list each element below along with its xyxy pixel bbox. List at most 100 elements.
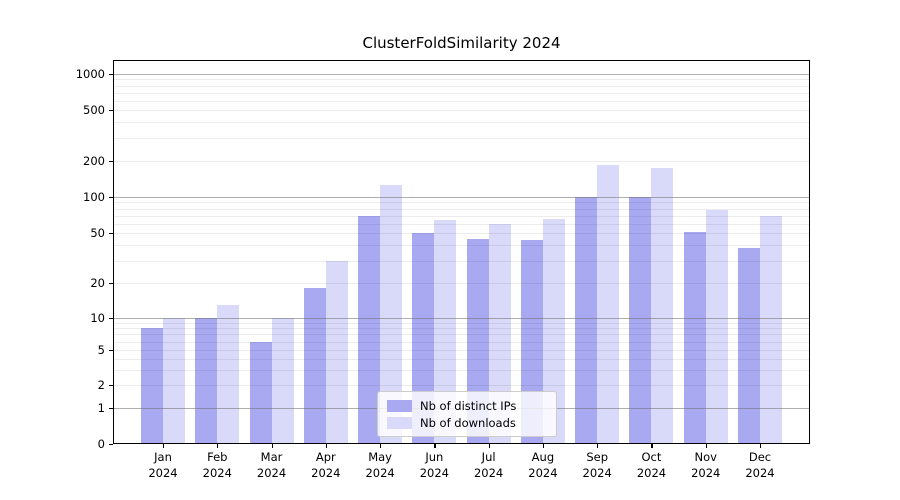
bar-downloads-jun [434, 220, 457, 443]
ytick-label-100: 100 [83, 190, 105, 204]
bar-downloads-aug [542, 219, 565, 443]
xtick-label-nov: Nov 2024 [691, 450, 721, 480]
xtick-mark-may [380, 444, 382, 448]
legend-label-downloads: Nb of downloads [420, 415, 516, 430]
chart-title: ClusterFoldSimilarity 2024 [362, 34, 561, 52]
xtick-label-may: May 2024 [365, 450, 395, 480]
bar-downloads-may [380, 185, 403, 443]
ytick-mark-0 [109, 444, 113, 446]
gridline-minor-9 [114, 322, 809, 324]
gridline-minor-3 [114, 369, 809, 371]
ytick-label-200: 200 [83, 154, 105, 168]
legend-swatch-downloads [387, 416, 412, 429]
xtick-label-jan: Jan 2024 [148, 450, 178, 480]
ytick-mark-2 [109, 385, 113, 387]
gridline-minor-60 [114, 223, 809, 225]
bar-distinct-ips-mar [249, 341, 272, 443]
ytick-mark-20 [109, 283, 113, 285]
xtick-label-feb: Feb 2024 [202, 450, 232, 480]
bar-downloads-mar [271, 318, 294, 443]
gridline-minor-90 [114, 202, 809, 204]
ytick-mark-5 [109, 350, 113, 352]
legend-item-distinct-ips: Nb of distinct IPs [387, 399, 547, 413]
gridline-minor-7 [114, 334, 809, 336]
xtick-mark-aug [542, 444, 545, 448]
bar-downloads-jul [488, 223, 511, 443]
bar-distinct-ips-feb [195, 318, 218, 443]
bar-distinct-ips-apr [303, 288, 326, 443]
ytick-label-500: 500 [83, 103, 105, 117]
ytick-mark-1 [109, 408, 113, 410]
gridline-minor-4 [114, 358, 809, 360]
ytick-label-1: 1 [97, 401, 105, 415]
bar-distinct-ips-jun [412, 233, 435, 443]
gridline-minor-30 [114, 260, 809, 262]
gridline-minor-40 [114, 245, 809, 247]
gridline-major-100 [114, 197, 809, 198]
ytick-label-10: 10 [90, 311, 105, 325]
bar-downloads-dec [760, 215, 782, 443]
ytick-label-2: 2 [97, 378, 105, 392]
bar-downloads-apr [325, 260, 348, 443]
gridline-minor-700 [114, 92, 809, 94]
bar-distinct-ips-dec [738, 247, 760, 443]
xtick-label-jul: Jul 2024 [473, 450, 504, 480]
xtick-label-aug: Aug 2024 [528, 450, 558, 480]
xtick-mark-dec [760, 444, 762, 448]
gridline-minor-800 [114, 85, 809, 87]
gridline-minor-20 [114, 283, 809, 284]
ytick-mark-50 [109, 233, 113, 235]
xtick-label-mar: Mar 2024 [256, 450, 287, 480]
bar-distinct-ips-may [358, 215, 381, 443]
legend-item-downloads: Nb of downloads [387, 416, 547, 430]
xtick-mark-nov [705, 444, 707, 448]
ytick-label-20: 20 [90, 276, 105, 290]
bar-downloads-sep [597, 165, 620, 443]
gridline-minor-300 [114, 138, 809, 140]
gridline-minor-8 [114, 328, 809, 330]
legend-swatch-distinct-ips [387, 399, 412, 412]
gridline-minor-600 [114, 100, 809, 102]
ytick-mark-100 [109, 197, 113, 199]
gridline-minor-2 [114, 385, 809, 386]
xtick-mark-jan [163, 444, 165, 448]
gridline-major-1000 [114, 74, 809, 75]
gridline-minor-50 [114, 233, 809, 234]
xtick-mark-feb [217, 444, 219, 448]
legend: Nb of distinct IPs Nb of downloads [377, 391, 557, 437]
xtick-label-sep: Sep 2024 [582, 450, 612, 480]
xtick-mark-jul [488, 444, 490, 448]
ytick-label-1000: 1000 [75, 67, 105, 81]
xtick-mark-apr [325, 444, 327, 448]
bar-distinct-ips-jan [141, 328, 163, 443]
bar-downloads-jan [163, 318, 185, 443]
bar-distinct-ips-sep [575, 197, 598, 443]
gridline-minor-900 [114, 79, 809, 81]
xtick-label-dec: Dec 2024 [745, 450, 775, 480]
legend-label-distinct-ips: Nb of distinct IPs [420, 398, 517, 413]
bar-distinct-ips-nov [683, 231, 706, 443]
ytick-mark-200 [109, 161, 113, 163]
bar-downloads-oct [651, 167, 674, 443]
bar-distinct-ips-oct [629, 197, 652, 443]
xtick-label-jun: Jun 2024 [419, 450, 449, 480]
gridline-minor-5 [114, 350, 809, 351]
ytick-label-50: 50 [90, 226, 105, 240]
gridline-minor-400 [114, 122, 809, 124]
ytick-label-0: 0 [97, 437, 105, 451]
gridline-minor-70 [114, 215, 809, 217]
xtick-label-apr: Apr 2024 [311, 450, 341, 480]
ytick-mark-10 [109, 318, 113, 320]
ytick-mark-500 [109, 110, 113, 112]
gridline-major-10 [114, 318, 809, 319]
gridline-minor-500 [114, 110, 809, 111]
ytick-mark-1000 [109, 74, 113, 76]
xtick-mark-jun [434, 444, 436, 448]
xtick-mark-oct [651, 444, 653, 448]
gridline-minor-200 [114, 161, 809, 162]
